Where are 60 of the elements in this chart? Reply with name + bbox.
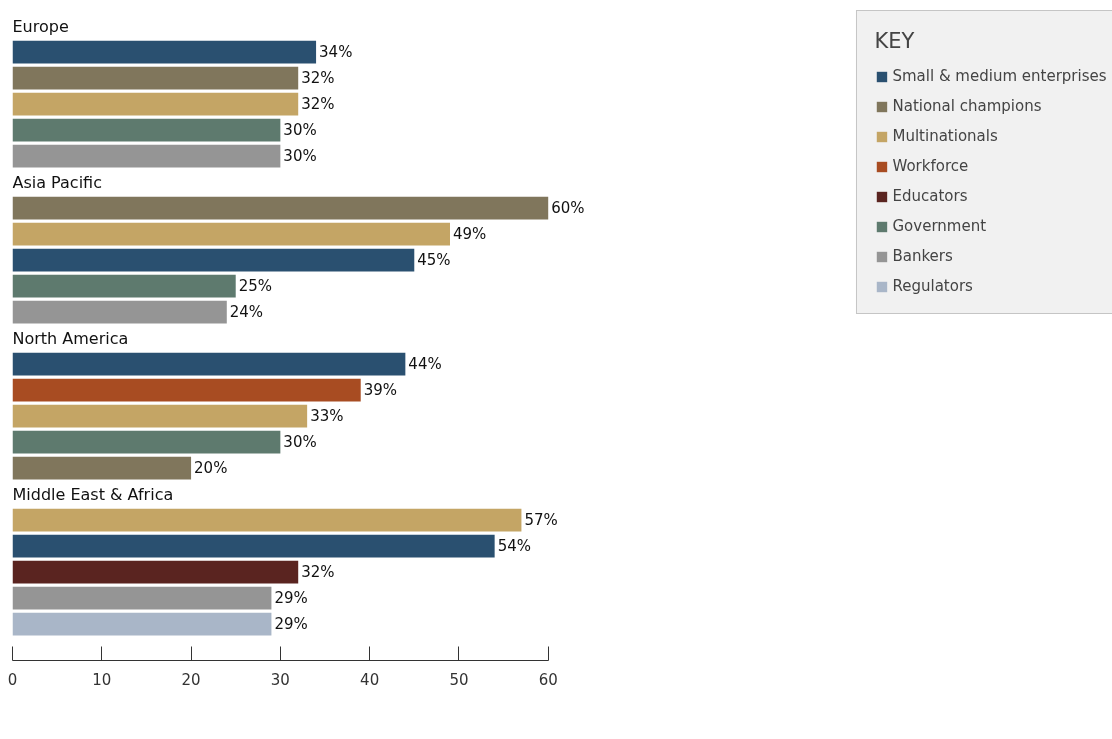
data-label: 30% [283,147,317,166]
y-tick-label: North America [12,328,129,348]
bar [12,534,495,558]
x-tick-label: 0 [7,670,18,689]
bar [12,586,272,610]
data-label: 29% [274,615,308,634]
data-label: 60% [551,199,585,218]
legend-label: Government [892,217,987,235]
data-label: 32% [301,563,335,582]
bar [12,66,299,90]
legend-label: Educators [892,187,968,205]
data-label: 34% [319,43,353,62]
data-label: 30% [283,433,317,452]
bar [12,92,299,116]
legend-label: Small & medium enterprises [892,67,1107,85]
x-tick-label: 10 [92,670,112,689]
legend-label: Regulators [892,277,973,295]
x-tick-label: 50 [449,670,469,689]
data-label: 32% [301,95,335,114]
bar [12,300,227,324]
bar [12,40,317,64]
bar [12,248,415,272]
x-tick-label: 40 [360,670,380,689]
data-label: 57% [524,511,558,530]
bar [12,612,272,636]
data-label: 25% [238,277,273,296]
bar [12,430,281,454]
y-tick-label: Asia Pacific [12,172,102,192]
bar [12,560,299,584]
data-label: 29% [274,589,308,608]
y-tick-label: Middle East & Africa [12,484,174,504]
legend-label: National champions [892,97,1042,115]
bar [12,508,522,532]
bar [12,118,281,142]
data-label: 54% [497,537,531,556]
bar [12,404,308,428]
data-label: 30% [283,121,317,140]
x-tick-label: 20 [181,670,201,689]
x-tick-label: 60 [538,670,558,689]
legend-title: KEY [874,29,916,53]
bar [12,144,281,168]
legend-label: Bankers [892,247,953,265]
bar [12,196,549,220]
data-label: 24% [229,303,264,322]
data-label: 45% [417,251,451,270]
legend-label: Workforce [892,157,969,175]
data-label: 49% [453,225,487,244]
data-label: 33% [310,407,344,426]
bar [12,456,192,480]
data-label: 20% [194,459,228,478]
x-tick-label: 30 [270,670,290,689]
bar [12,274,236,298]
y-tick-label: Europe [12,16,69,36]
bar [12,352,406,376]
data-label: 39% [363,381,398,400]
legend-label: Multinationals [892,127,998,145]
bar [12,222,450,246]
data-label: 32% [301,69,335,88]
bar [12,378,361,402]
data-label: 44% [408,355,442,374]
